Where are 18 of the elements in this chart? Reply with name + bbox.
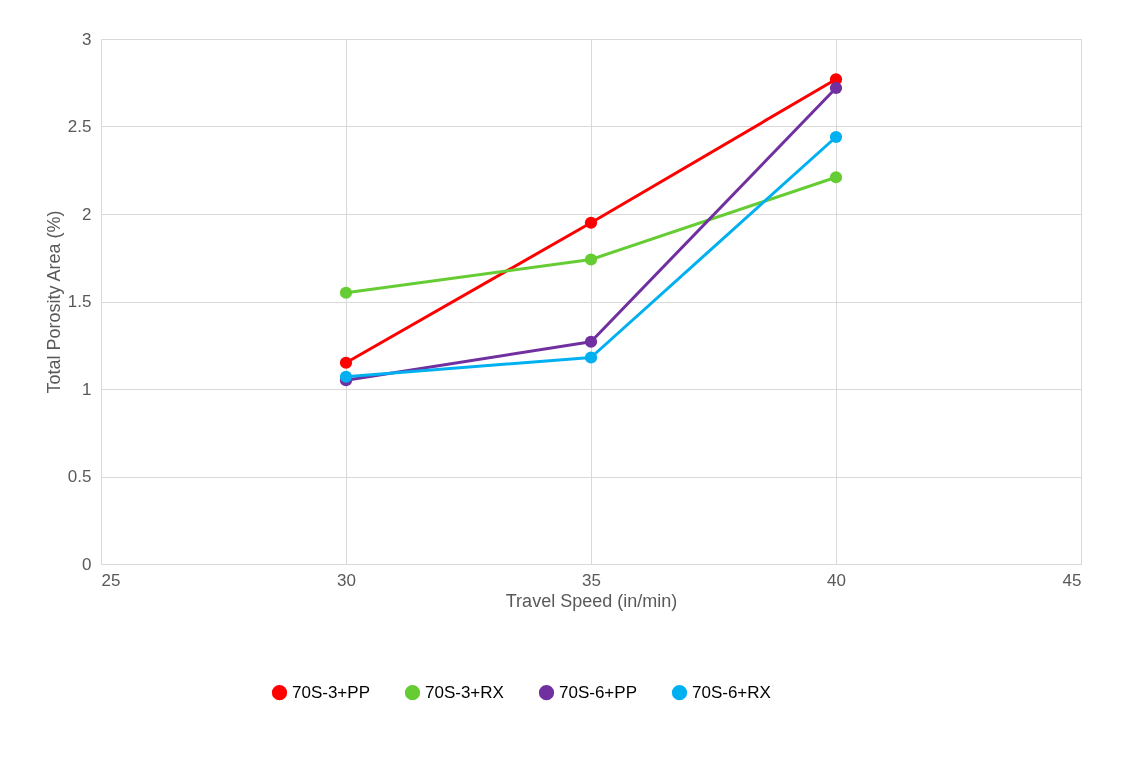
x-tick-label: 45 — [1062, 570, 1082, 590]
x-axis-title: Travel Speed (in/min) — [505, 590, 678, 611]
y-tick-label: 0 — [82, 554, 92, 574]
x-tick-label: 25 — [101, 570, 121, 590]
legend-label: 70S-3+PP — [292, 682, 370, 702]
legend-label: 70S-6+RX — [692, 682, 771, 702]
y-tick-label: 1 — [82, 379, 92, 399]
legend-label: 70S-3+RX — [425, 682, 504, 702]
x-tick-label: 35 — [582, 570, 601, 590]
y-tick-label: 0.5 — [67, 467, 92, 486]
x-tick-label: 30 — [337, 570, 356, 590]
y-tick-label: 1.5 — [67, 292, 92, 311]
legend-label: 70S-6+PP — [559, 682, 637, 702]
x-tick-label: 40 — [827, 570, 846, 590]
y-tick-label: 2.5 — [67, 117, 92, 136]
y-tick-label: 2 — [82, 204, 92, 224]
y-tick-label: 3 — [82, 29, 92, 49]
y-axis-title: Total Porosity Area (%) — [43, 210, 64, 394]
